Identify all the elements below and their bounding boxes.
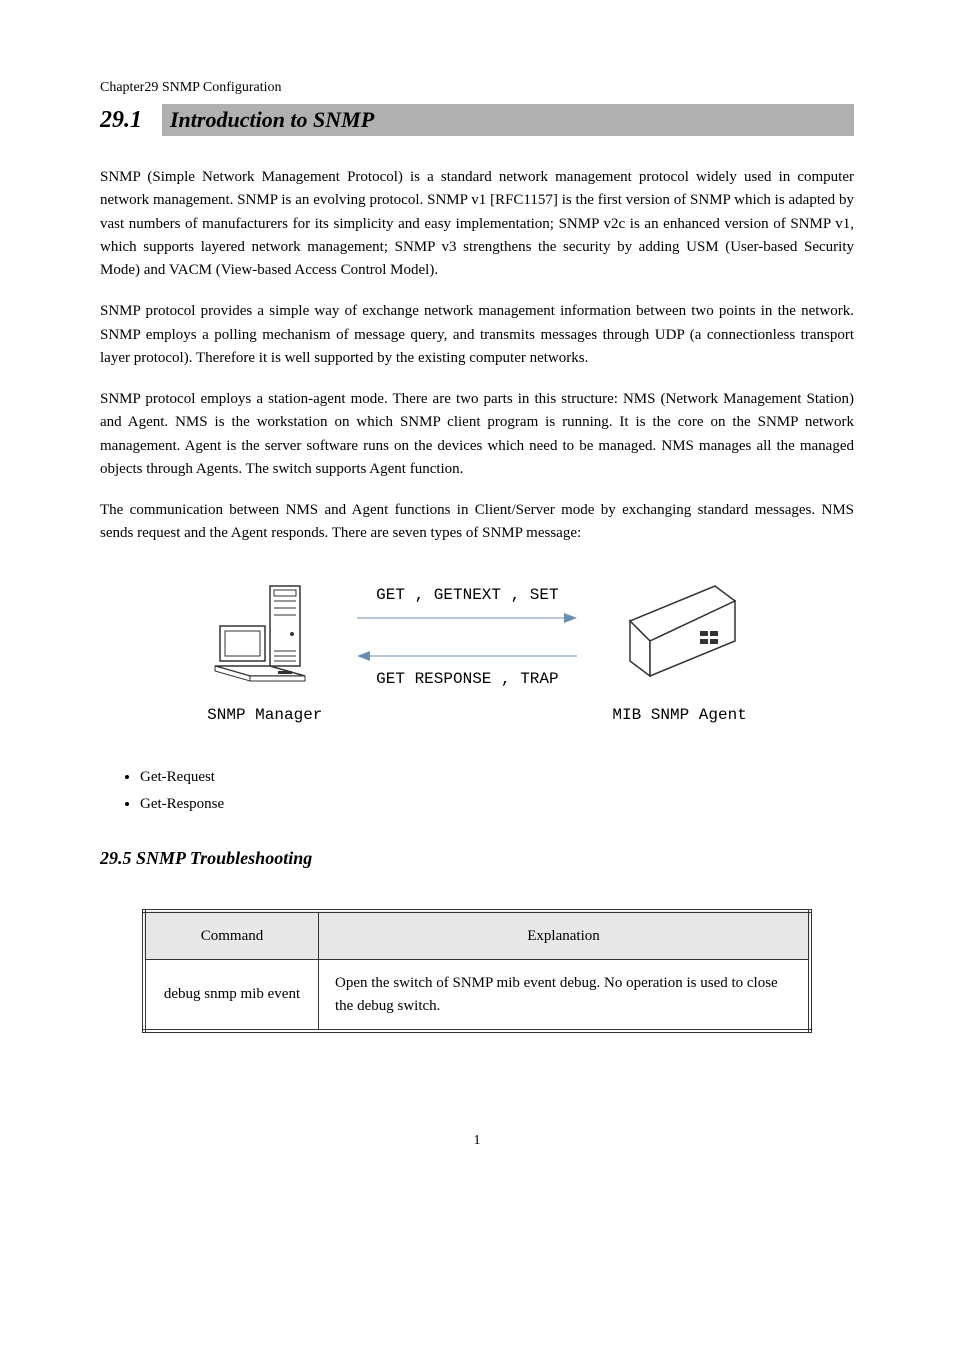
chapter-line: Chapter29 SNMP Configuration	[100, 80, 854, 96]
snmp-agent-label: MIB SNMP Agent	[612, 706, 746, 724]
list-item: Get-Response	[140, 791, 854, 818]
list-item: Get-Request	[140, 764, 854, 791]
message-type-list: Get-Request Get-Response	[100, 764, 854, 818]
table-row: debug snmp mib event Open the switch of …	[144, 960, 810, 1032]
network-device-icon	[620, 576, 740, 686]
table-header-cell: Explanation	[319, 911, 811, 960]
section-heading: 29.5 SNMP Troubleshooting	[100, 848, 854, 869]
message-flow: GET , GETNEXT , SET GET RESPONSE , TRAP	[352, 576, 582, 692]
response-msgs-label: GET RESPONSE , TRAP	[376, 670, 558, 688]
section-title-block: 29.1 Introduction to SNMP	[100, 104, 854, 136]
computer-workstation-icon	[210, 576, 320, 686]
command-table: Command Explanation debug snmp mib event…	[142, 909, 812, 1034]
table-header-cell: Command	[144, 911, 319, 960]
arrow-right-icon	[352, 608, 582, 628]
paragraph: SNMP protocol employs a station-agent mo…	[100, 388, 854, 481]
snmp-manager-block: SNMP Manager	[207, 576, 322, 724]
request-msgs-label: GET , GETNEXT , SET	[376, 586, 558, 604]
snmp-manager-label: SNMP Manager	[207, 706, 322, 724]
snmp-agent-block: MIB SNMP Agent	[612, 576, 746, 724]
paragraph: The communication between NMS and Agent …	[100, 499, 854, 546]
snmp-diagram: SNMP Manager GET , GETNEXT , SET GET RES…	[100, 576, 854, 724]
table-cell: Open the switch of SNMP mib event debug.…	[319, 960, 811, 1032]
section-number: 29.1	[100, 107, 142, 134]
paragraph: SNMP protocol provides a simple way of e…	[100, 300, 854, 370]
page-number: 1	[100, 1133, 854, 1149]
paragraph: SNMP (Simple Network Management Protocol…	[100, 166, 854, 282]
section-title: Introduction to SNMP	[162, 104, 854, 136]
table-cell: debug snmp mib event	[144, 960, 319, 1032]
arrow-left-icon	[352, 646, 582, 666]
table-header-row: Command Explanation	[144, 911, 810, 960]
